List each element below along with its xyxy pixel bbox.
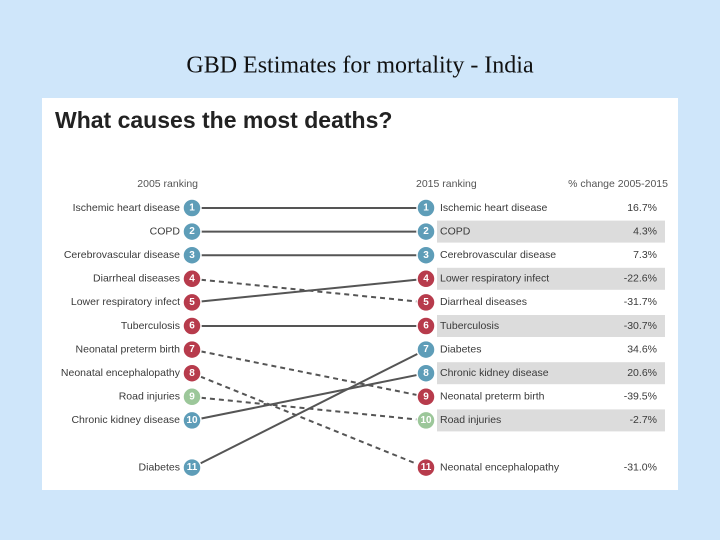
rank-number: 8 bbox=[423, 368, 429, 379]
rank-number: 11 bbox=[187, 462, 198, 473]
cause-label: Neonatal preterm birth bbox=[76, 343, 181, 355]
rank-badge bbox=[182, 198, 202, 218]
cause-label: Diarrheal diseases bbox=[440, 296, 527, 308]
rank-badge bbox=[416, 221, 436, 242]
rank-badge bbox=[182, 292, 202, 313]
row-band bbox=[437, 220, 665, 243]
rank-link bbox=[191, 372, 427, 469]
change-value: 20.6% bbox=[627, 367, 657, 379]
cause-label: COPD bbox=[440, 225, 471, 237]
rank-number: 6 bbox=[423, 321, 429, 332]
rank-number: 5 bbox=[189, 297, 195, 308]
change-value: -31.7% bbox=[624, 296, 657, 308]
cause-label: Road injuries bbox=[440, 414, 501, 426]
rank-number: 7 bbox=[423, 344, 429, 355]
cause-label: Tuberculosis bbox=[121, 320, 180, 332]
change-value: -39.5% bbox=[624, 391, 657, 403]
rank-badge bbox=[182, 363, 202, 383]
rank-number: 8 bbox=[189, 368, 195, 379]
cause-label: Diarrheal diseases bbox=[93, 273, 180, 285]
chart-title: What causes the most deaths? bbox=[55, 107, 392, 133]
rank-badge bbox=[182, 269, 202, 289]
rank-number: 4 bbox=[423, 273, 429, 284]
rank-badge bbox=[416, 410, 436, 431]
left-header: 2005 ranking bbox=[137, 178, 198, 190]
rank-badge bbox=[416, 387, 436, 407]
cause-label: Lower respiratory infect bbox=[440, 273, 549, 285]
rank-badge bbox=[416, 245, 436, 265]
cause-label: Road injuries bbox=[119, 391, 180, 403]
rank-number: 9 bbox=[189, 391, 195, 402]
right-header: 2015 ranking bbox=[416, 178, 477, 190]
change-value: 4.3% bbox=[633, 225, 657, 237]
cause-label: Cerebrovascular disease bbox=[440, 249, 556, 261]
rank-number: 1 bbox=[423, 203, 429, 214]
rank-number: 10 bbox=[186, 415, 198, 426]
cause-label: Diabetes bbox=[440, 343, 481, 355]
rank-link bbox=[191, 348, 427, 469]
rank-number: 3 bbox=[189, 250, 195, 261]
row-band bbox=[437, 409, 665, 432]
cause-label: Cerebrovascular disease bbox=[64, 249, 180, 261]
change-value: 16.7% bbox=[627, 202, 657, 214]
rank-number: 10 bbox=[420, 415, 432, 426]
rank-badge bbox=[182, 245, 202, 265]
rank-badge bbox=[416, 269, 436, 289]
rank-badge bbox=[182, 316, 202, 336]
row-band bbox=[437, 362, 665, 385]
rank-badge bbox=[416, 457, 436, 478]
cause-label: COPD bbox=[150, 225, 181, 237]
change-value: -22.6% bbox=[624, 273, 657, 285]
rank-number: 9 bbox=[423, 391, 429, 402]
change-value: -2.7% bbox=[630, 414, 657, 426]
change-value: 7.3% bbox=[633, 249, 657, 261]
rank-number: 5 bbox=[423, 297, 429, 308]
cause-label: Neonatal encephalopathy bbox=[61, 367, 181, 379]
change-header: % change 2005-2015 bbox=[568, 178, 668, 190]
slide-title: GBD Estimates for mortality - India bbox=[186, 53, 534, 79]
cause-label: Chronic kidney disease bbox=[440, 367, 549, 379]
rank-badge bbox=[416, 363, 436, 383]
rank-number: 3 bbox=[423, 250, 429, 261]
rank-badge bbox=[182, 221, 202, 242]
rank-badge bbox=[416, 292, 436, 313]
rank-badge bbox=[182, 387, 202, 407]
cause-label: Tuberculosis bbox=[440, 320, 499, 332]
rank-number: 2 bbox=[189, 226, 195, 237]
cause-label: Chronic kidney disease bbox=[71, 414, 180, 426]
row-band bbox=[437, 315, 665, 337]
rank-badge bbox=[416, 316, 436, 336]
rank-number: 1 bbox=[189, 203, 195, 214]
rank-badge bbox=[182, 457, 202, 478]
rank-badge bbox=[416, 198, 436, 218]
rank-number: 2 bbox=[423, 226, 429, 237]
rank-link bbox=[191, 372, 427, 422]
rank-number: 11 bbox=[421, 462, 432, 473]
cause-label: Ischemic heart disease bbox=[440, 202, 548, 214]
rank-badge bbox=[182, 410, 202, 431]
rank-link bbox=[191, 277, 427, 304]
rank-number: 4 bbox=[189, 273, 195, 284]
rank-link bbox=[191, 348, 427, 398]
cause-label: Ischemic heart disease bbox=[73, 202, 181, 214]
rank-number: 6 bbox=[189, 321, 195, 332]
rank-badge bbox=[182, 339, 202, 360]
rank-badge bbox=[416, 339, 436, 360]
cause-label: Neonatal encephalopathy bbox=[440, 461, 560, 473]
change-value: -30.7% bbox=[624, 320, 657, 332]
rank-number: 7 bbox=[189, 344, 195, 355]
cause-label: Diabetes bbox=[139, 461, 180, 473]
row-band bbox=[437, 267, 665, 290]
cause-label: Neonatal preterm birth bbox=[440, 391, 545, 403]
change-value: 34.6% bbox=[627, 343, 657, 355]
change-value: -31.0% bbox=[624, 461, 657, 473]
cause-label: Lower respiratory infect bbox=[71, 296, 180, 308]
